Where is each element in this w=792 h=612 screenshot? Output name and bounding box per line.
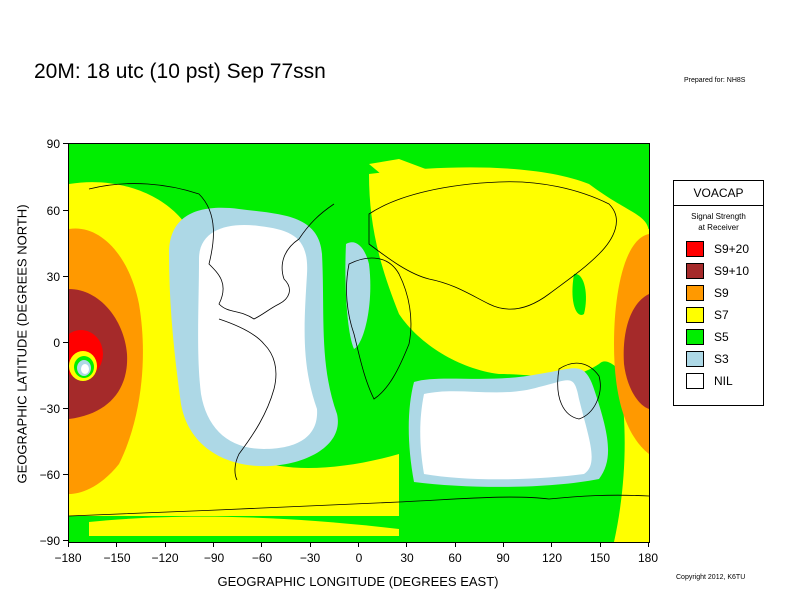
x-tick-mark [551,542,552,547]
legend-label: NIL [714,374,733,388]
south-america-outline [218,318,277,481]
africa-outline [346,257,412,400]
y-tick-label: 60 [46,204,60,218]
s7-zone-india [414,268,569,372]
chart-title: 20M: 18 utc (10 pst) Sep 77ssn [34,60,326,83]
x-tick-label: 0 [355,551,363,565]
legend-item: S3 [686,351,729,367]
legend-item: S7 [686,307,729,323]
y-tick-label: −30 [39,402,60,416]
x-tick-mark [213,542,214,547]
x-tick-label: −150 [103,551,131,565]
x-tick-label: −60 [251,551,273,565]
legend-label: S5 [714,330,729,344]
legend-title: VOACAP [674,181,763,206]
legend-subtitle-line2: at Receiver [698,223,739,232]
x-tick-label: −90 [203,551,225,565]
north-america-outline [88,183,335,320]
y-tick-mark [63,408,68,409]
y-axis-label: GEOGRAPHIC LATITUDE (DEGREES NORTH) [14,204,30,484]
x-tick-mark [165,542,166,547]
legend-label: S7 [714,308,729,322]
x-tick-mark [116,542,117,547]
y-tick-label: 30 [46,270,60,284]
prepared-for-note: Prepared for: NH8S [684,77,746,84]
x-tick-mark [261,542,262,547]
s3-zone-atlantic [345,242,371,349]
coverage-map [68,143,650,543]
x-tick-mark [358,542,359,547]
legend-item: S9 [686,285,729,301]
x-axis-label: GEOGRAPHIC LONGITUDE (DEGREES EAST) [217,574,499,589]
legend-item: NIL [686,373,733,389]
australia-outline [557,362,601,420]
y-tick-mark [63,210,68,211]
nil-zone-indian [420,380,592,480]
eurasia-outline [368,181,617,310]
legend-swatch [686,373,704,389]
s7-zone-north [369,159,439,189]
y-tick-label: 90 [46,137,60,151]
y-tick-mark [63,143,68,144]
x-tick-label: −180 [54,551,82,565]
legend-swatch [686,263,704,279]
y-tick-mark [63,540,68,541]
x-tick-mark [455,542,456,547]
legend-subtitle: Signal Strength at Receiver [674,211,763,233]
x-tick-mark [600,542,601,547]
coverage-map-svg [69,144,649,542]
x-tick-mark [648,542,649,547]
x-tick-mark [310,542,311,547]
legend-subtitle-line1: Signal Strength [691,212,746,221]
y-tick-mark [63,342,68,343]
continent-outlines [69,181,649,517]
x-tick-label: 30 [400,551,414,565]
legend-label: S9+20 [714,242,750,256]
legend-label: S3 [714,352,729,366]
legend-label: S9+10 [714,264,750,278]
x-tick-label: 180 [637,551,659,565]
x-tick-label: 120 [541,551,563,565]
s7-zone-asia [369,167,649,404]
y-tick-mark [63,276,68,277]
x-tick-label: −30 [299,551,321,565]
nil-zone-americas [198,224,318,449]
x-tick-mark [68,542,69,547]
legend-swatch [686,241,704,257]
y-tick-label: 0 [53,336,60,350]
copyright-note: Copyright 2012, K6TU [676,574,746,581]
x-tick-mark [503,542,504,547]
legend-swatch [686,307,704,323]
legend-label: S9 [714,286,729,300]
legend-swatch [686,285,704,301]
y-tick-label: −90 [39,534,60,548]
x-tick-label: 150 [589,551,611,565]
y-tick-label: −60 [39,468,60,482]
s9plus10-zone-east [623,294,649,409]
y-tick-mark [63,474,68,475]
x-tick-label: 60 [448,551,462,565]
legend-swatch [686,329,704,345]
x-tick-mark [406,542,407,547]
x-tick-label: −120 [151,551,179,565]
legend-item: S9+20 [686,241,749,257]
legend-swatch [686,351,704,367]
s5-zone-pacific-islet [572,273,586,315]
legend-item: S9+10 [686,263,749,279]
x-tick-label: 90 [496,551,510,565]
legend-item: S5 [686,329,729,345]
antarctica-coastline [69,494,649,517]
s7-zone-pacific [69,182,399,542]
legend: VOACAP Signal Strength at Receiver S9+20… [673,180,764,406]
s7-zone-south [89,516,399,536]
nil-center [81,364,89,374]
